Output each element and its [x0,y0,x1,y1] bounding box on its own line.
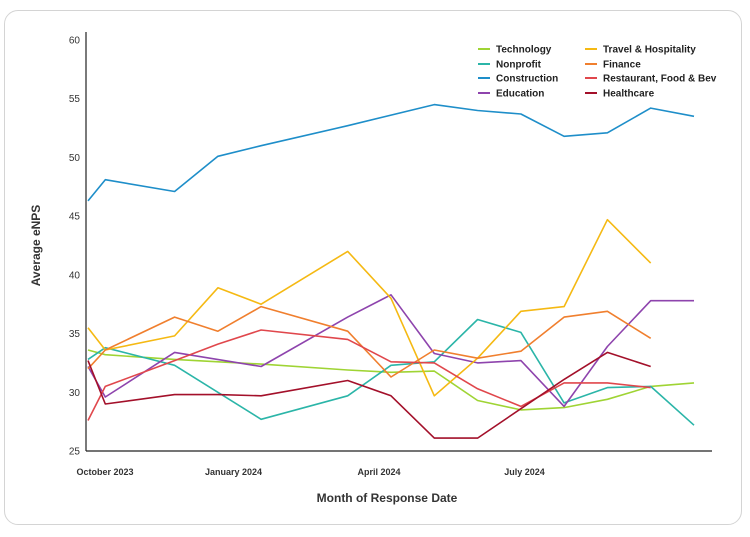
series-lines [87,103,695,439]
series-line-restaurant-food-bev [87,329,651,421]
legend-item: Nonprofit [478,60,542,71]
legend-label: Nonprofit [496,60,542,71]
y-axis-ticks: 25 30 35 40 45 50 55 60 [69,36,81,458]
y-tick-label: 30 [69,388,81,399]
x-axis-title: Month of Response Date [317,491,458,505]
legend-item: Education [478,89,544,100]
series-line-technology [87,349,695,411]
y-tick-label: 35 [69,329,81,340]
legend-label: Travel & Hospitality [603,45,696,56]
series-line-nonprofit [87,318,695,426]
legend-label: Healthcare [603,89,655,100]
x-axis-ticks: October 2023 January 2024 April 2024 July 2… [76,467,544,477]
legend-item: Restaurant, Food & Bev [585,74,717,85]
legend-item: Healthcare [585,89,655,100]
legend-item: Finance [585,60,641,71]
legend-label: Restaurant, Food & Bev [603,74,717,85]
y-tick-label: 45 [69,212,81,223]
y-tick-label: 60 [69,36,81,47]
legend-item: Construction [478,74,558,85]
series-line-healthcare [87,351,651,439]
y-tick-label: 40 [69,270,81,281]
x-tick-label: January 2024 [205,467,262,477]
legend-label: Education [496,89,544,100]
y-axis-title: Average eNPS [29,205,43,287]
x-tick-label: April 2024 [357,467,400,477]
y-tick-label: 55 [69,94,81,105]
series-line-construction [87,103,695,202]
y-tick-label: 50 [69,153,81,164]
legend-label: Construction [496,74,558,85]
legend: Technology Nonprofit Construction Education… [478,45,717,100]
series-line-finance [87,305,652,378]
x-tick-label: October 2023 [76,467,133,477]
y-tick-label: 25 [69,447,81,458]
legend-item: Travel & Hospitality [585,45,696,56]
series-line-travel-hospitality [87,218,652,397]
chart-card [4,10,742,525]
legend-label: Technology [496,45,552,56]
series-line-education [87,293,694,408]
legend-label: Finance [603,60,641,71]
x-tick-label: July 2024 [504,467,545,477]
legend-item: Technology [478,45,552,56]
